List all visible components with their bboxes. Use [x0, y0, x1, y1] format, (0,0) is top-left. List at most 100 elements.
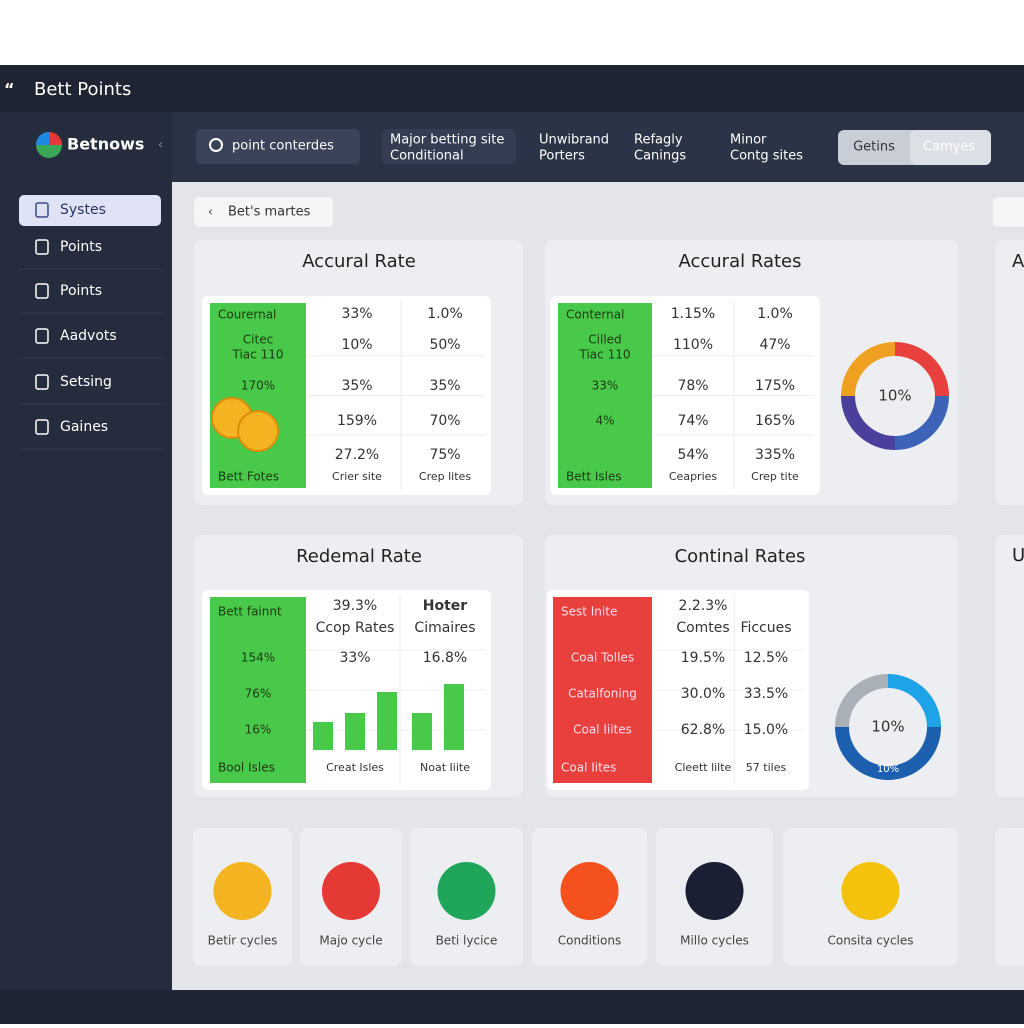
cell: 1.15%: [671, 306, 715, 322]
cell: 15.0%: [744, 722, 788, 738]
tile-label: Betir cycles: [208, 934, 278, 948]
cell: 30.0%: [681, 686, 725, 702]
cell: 78%: [677, 378, 708, 394]
cell: Bett fainnt: [218, 605, 282, 619]
toolbar-button: Camyes: [923, 140, 975, 155]
donut-segment: [841, 342, 896, 397]
donut-segment: [835, 674, 889, 728]
donut-segment: [887, 674, 941, 728]
cell: Cilled: [588, 333, 621, 347]
cell: Noat Iiite: [420, 761, 470, 774]
mini-bar: [444, 684, 464, 750]
cell: 19.5%: [681, 650, 725, 666]
search-box[interactable]: [196, 129, 360, 164]
card-title: Accural Rates: [678, 251, 801, 272]
cell: 33.5%: [744, 686, 788, 702]
cell: 16.8%: [423, 650, 467, 666]
donut-segment: [841, 395, 896, 450]
cell: Bett Fotes: [218, 470, 279, 484]
cell: 75%: [429, 447, 460, 463]
nav-icon: [35, 202, 49, 218]
filter-dropdown[interactable]: [382, 129, 516, 164]
highlight-column: [210, 303, 306, 488]
nav-active: [19, 195, 161, 226]
breadcrumb: Bet's martes: [228, 205, 311, 220]
cell: 1.0%: [757, 306, 793, 322]
cell: 47%: [759, 337, 790, 353]
cell: Ccop Rates: [316, 620, 395, 636]
nav-item: Points: [60, 239, 102, 255]
cell: Creat Isles: [326, 761, 384, 774]
cell: 12.5%: [744, 650, 788, 666]
tile-label: Majo cycle: [319, 934, 382, 948]
donut-segment: [894, 342, 949, 397]
cell: Cimaires: [414, 620, 475, 636]
highlight-column: [558, 303, 652, 488]
cell: 76%: [245, 687, 272, 701]
tile-icon: [841, 862, 900, 920]
tile-label: Beti lycice: [436, 934, 498, 948]
coin-icon: [237, 410, 279, 452]
toolbar-button: Getins: [853, 140, 895, 155]
cell: Ficcues: [740, 620, 791, 636]
collapse[interactable]: ‹: [158, 138, 163, 152]
brand: Betnows: [67, 135, 144, 154]
cell: Courernal: [218, 308, 276, 322]
cell: Ceapries: [669, 470, 718, 483]
tile-icon: [213, 862, 272, 920]
mini-bar: [345, 713, 365, 750]
cell: 33%: [592, 379, 619, 393]
card-peek: [995, 828, 1024, 966]
breadcrumb-box[interactable]: [993, 197, 1024, 227]
search-icon: [209, 138, 223, 152]
nav-item: Aadvots: [60, 328, 117, 344]
cell: Bett Isles: [566, 470, 622, 484]
search-text: point conterdes: [232, 139, 334, 154]
cell: 335%: [755, 447, 795, 463]
donut-segment: [835, 726, 889, 780]
breadcrumb-box[interactable]: [194, 197, 333, 227]
cell: 27.2%: [335, 447, 379, 463]
tile-label: Millo cycles: [680, 934, 749, 948]
cell: Cleett lilte: [675, 761, 732, 774]
card-peek: [995, 535, 1024, 797]
cell: 35%: [341, 378, 372, 394]
filter-label: Porters: [539, 149, 585, 164]
tile-label: Conditions: [558, 934, 622, 948]
sidebar: [0, 112, 172, 990]
filter-label: Conditional: [390, 149, 464, 164]
card-title: Accural Rate: [302, 251, 416, 272]
cell: 35%: [429, 378, 460, 394]
mini-bar: [377, 692, 397, 750]
nav-icon: [35, 374, 49, 390]
cell: 159%: [337, 413, 377, 429]
nav-item: Systes: [60, 202, 106, 218]
cell: Coal Iiites: [573, 723, 632, 737]
filter-label: Unwibrand: [539, 133, 609, 148]
filter-label: Contg sites: [730, 149, 803, 164]
cell: 1.0%: [427, 306, 463, 322]
cell: Coal Tolles: [571, 651, 634, 665]
highlight-column: [210, 597, 306, 783]
cell: Hoter: [423, 598, 468, 614]
app-icon: “: [4, 80, 15, 99]
cell: 57 tiles: [746, 761, 787, 774]
tile-icon: [437, 862, 496, 920]
donut-label: 10%: [878, 387, 911, 405]
cell: Tiac 110: [579, 348, 631, 362]
logo-part: [36, 132, 49, 145]
cell: Comtes: [676, 620, 729, 636]
nav-icon: [35, 283, 49, 299]
tile-icon: [560, 862, 619, 920]
bottom-bar: [0, 990, 1024, 1024]
window-title: Bett Points: [34, 79, 131, 100]
cell: 154%: [241, 651, 275, 665]
nav-icon: [35, 239, 49, 255]
cell: 110%: [673, 337, 713, 353]
card-title: Continal Rates: [675, 546, 806, 567]
nav-icon: [35, 419, 49, 435]
nav-item: Gaines: [60, 419, 108, 435]
tile-label: Consita cycles: [827, 934, 913, 948]
cell: 165%: [755, 413, 795, 429]
